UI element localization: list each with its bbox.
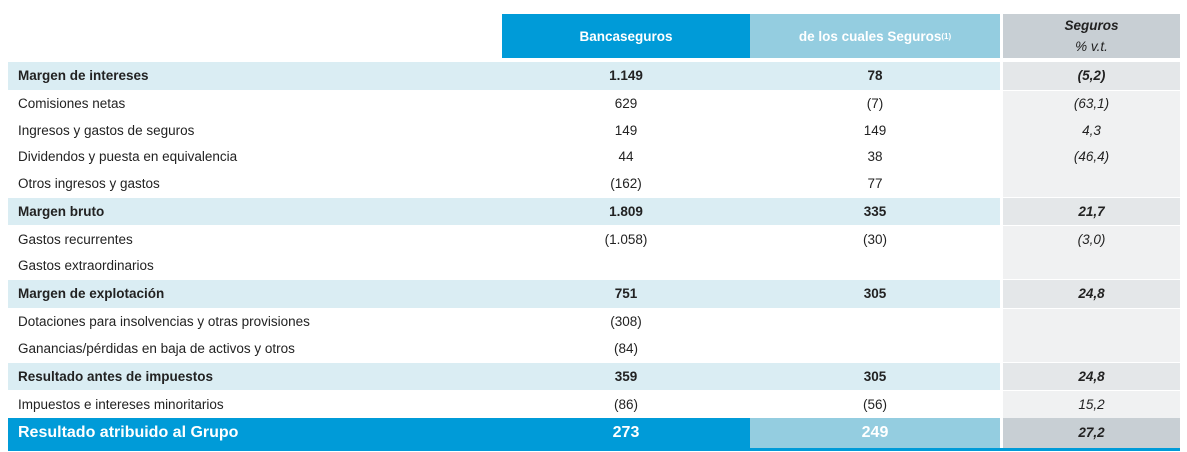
row-label: Impuestos e intereses minoritarios xyxy=(18,396,224,412)
header-variation: Seguros % v.t. xyxy=(1003,14,1180,58)
row-label: Margen de explotación xyxy=(8,280,502,308)
table-row: Margen bruto 1.809 335 21,7 xyxy=(8,196,1180,225)
variation-value xyxy=(1003,308,1180,335)
seguros-value: (30) xyxy=(862,231,887,247)
seguros-value: 38 xyxy=(867,149,883,165)
variation-value xyxy=(1003,252,1180,279)
seguros-value: 305 xyxy=(750,362,1000,390)
bancaseguros-value: (308) xyxy=(610,314,642,330)
seguros-value: 78 xyxy=(750,62,1000,90)
variation-value: 24,8 xyxy=(1003,362,1180,390)
row-label: Margen bruto xyxy=(8,197,502,225)
table-row: Ganancias/pérdidas en baja de activos y … xyxy=(8,335,1180,362)
seguros-value: 305 xyxy=(750,280,1000,308)
results-table: Bancaseguros de los cuales Seguros (1) Se… xyxy=(8,14,1180,451)
seguros-value: 249 xyxy=(750,417,1000,448)
footnote-marker: (1) xyxy=(941,31,952,41)
header-seguros-label: de los cuales Seguros xyxy=(798,28,942,44)
seguros-value xyxy=(750,309,1000,336)
variation-value: 15,2 xyxy=(1003,391,1180,418)
bancaseguros-value: (86) xyxy=(613,396,638,412)
seguros-value: (7) xyxy=(866,96,884,112)
seguros-value: 77 xyxy=(867,175,883,191)
bancaseguros-value: 149 xyxy=(614,122,638,138)
seguros-value: (56) xyxy=(862,396,887,412)
table-row: Resultado antes de impuestos 359 305 24,8 xyxy=(8,361,1180,390)
table-row: Dividendos y puesta en equivalencia 44 38 (… xyxy=(8,143,1180,170)
row-label: Resultado atribuido al Grupo xyxy=(8,417,502,448)
variation-value: (63,1) xyxy=(1003,90,1180,117)
row-label: Margen de intereses xyxy=(8,62,502,90)
table-row: Dotaciones para insolvencias y otras pro… xyxy=(8,307,1180,336)
variation-value: (5,2) xyxy=(1003,62,1180,90)
bancaseguros-value: 1.809 xyxy=(502,197,750,225)
header-bancaseguros-label: Bancaseguros xyxy=(579,28,673,44)
variation-value: 21,7 xyxy=(1003,197,1180,225)
variation-value: (3,0) xyxy=(1003,226,1180,253)
table-row: Margen de intereses 1.149 78 (5,2) xyxy=(8,62,1180,90)
table-row: Comisiones netas 629 (7) (63,1) xyxy=(8,89,1180,117)
bancaseguros-value: (162) xyxy=(610,175,642,191)
row-label: Ganancias/pérdidas en baja de activos y … xyxy=(18,340,295,356)
header-variation-title: Seguros xyxy=(1064,18,1119,33)
seguros-value xyxy=(750,253,1000,280)
header-bancaseguros: Bancaseguros xyxy=(502,14,750,58)
row-label: Gastos extraordinarios xyxy=(18,258,154,274)
variation-value xyxy=(1003,170,1180,197)
table-row: Gastos extraordinarios xyxy=(8,252,1180,280)
table-body: Margen de intereses 1.149 78 (5,2) Comisione… xyxy=(8,62,1180,451)
header-seguros: de los cuales Seguros (1) xyxy=(750,14,1000,58)
row-label: Comisiones netas xyxy=(18,96,126,112)
row-label: Resultado antes de impuestos xyxy=(8,362,502,390)
row-label: Dividendos y puesta en equivalencia xyxy=(18,149,238,165)
table-row: Margen de explotación 751 305 24,8 xyxy=(8,279,1180,308)
bancaseguros-value xyxy=(502,253,750,280)
seguros-value: 149 xyxy=(863,122,887,138)
bancaseguros-value: 629 xyxy=(614,96,638,112)
header-variation-sub: % v.t. xyxy=(1075,39,1108,54)
row-label: Ingresos y gastos de seguros xyxy=(18,122,195,138)
row-label: Gastos recurrentes xyxy=(18,231,133,247)
table-row: Ingresos y gastos de seguros 149 149 4,3 xyxy=(8,117,1180,144)
table-row: Otros ingresos y gastos (162) 77 xyxy=(8,170,1180,197)
row-label: Dotaciones para insolvencias y otras pro… xyxy=(18,314,310,330)
table-row: Gastos recurrentes (1.058) (30) (3,0) xyxy=(8,225,1180,253)
row-label: Otros ingresos y gastos xyxy=(18,175,160,191)
variation-value: 27,2 xyxy=(1003,417,1180,448)
bancaseguros-value: 1.149 xyxy=(502,62,750,90)
bancaseguros-value: 273 xyxy=(502,417,750,448)
variation-value: (46,4) xyxy=(1003,143,1180,170)
table-row: Resultado atribuido al Grupo 273 249 27,2 xyxy=(8,417,1180,451)
header-blank xyxy=(8,14,502,58)
bancaseguros-value: (1.058) xyxy=(604,231,648,247)
variation-value: 4,3 xyxy=(1003,117,1180,144)
bancaseguros-value: 751 xyxy=(502,280,750,308)
bancaseguros-value: (84) xyxy=(613,340,638,356)
variation-value: 24,8 xyxy=(1003,280,1180,308)
table-row: Impuestos e intereses minoritarios (86) (5… xyxy=(8,390,1180,418)
variation-value xyxy=(1003,335,1180,362)
seguros-value xyxy=(750,335,1000,362)
bancaseguros-value: 359 xyxy=(502,362,750,390)
bancaseguros-value: 44 xyxy=(618,149,634,165)
table-header: Bancaseguros de los cuales Seguros (1) Se… xyxy=(8,14,1180,58)
seguros-value: 335 xyxy=(750,197,1000,225)
